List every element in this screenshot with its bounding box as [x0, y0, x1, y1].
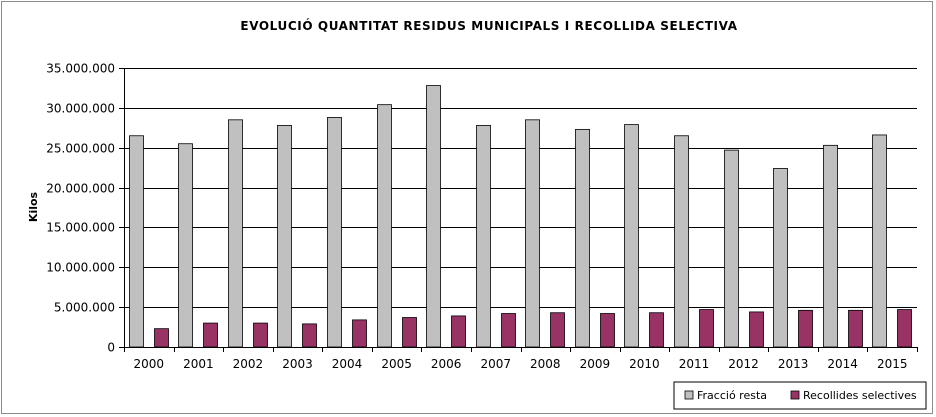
bar-fraccio-resta-2008: [525, 119, 540, 348]
y-tick-label: 0: [107, 341, 115, 355]
bar-fraccio-resta-2002: [228, 119, 243, 348]
x-tick-label: 2002: [233, 357, 264, 371]
y-tick-labels: 0 5.000.000 10.000.000 15.000.000 20.000.000…: [46, 62, 115, 355]
axes: [119, 68, 918, 352]
legend-label-fraccio-resta: Fracció resta: [697, 389, 767, 402]
bar-fraccio-resta-2011: [674, 135, 689, 348]
x-tick-label: 2007: [480, 357, 511, 371]
bar-fraccio-resta-2004: [327, 117, 342, 348]
bar-recollides-selectives-2013: [798, 309, 813, 348]
bar-recollides-selectives-2014: [848, 309, 863, 348]
y-tick-label: 15.000.000: [46, 221, 115, 235]
gridlines: [124, 68, 917, 347]
bar-recollides-selectives-2003: [302, 323, 317, 348]
bar-fraccio-resta-2014: [823, 144, 838, 348]
bar-recollides-selectives-2011: [699, 309, 714, 348]
bars: [129, 85, 912, 348]
legend: Fracció resta Recollides selectives: [673, 381, 927, 410]
x-tick-label: 2010: [629, 357, 660, 371]
x-tick-label: 2013: [778, 357, 809, 371]
plot-area: [124, 68, 917, 347]
bar-fraccio-resta-2005: [377, 104, 392, 348]
y-tick-label: 30.000.000: [46, 102, 115, 116]
bar-fraccio-resta-2013: [773, 168, 788, 348]
bar-recollides-selectives-2012: [749, 311, 764, 348]
x-tick-label: 2005: [381, 357, 412, 371]
x-tick-label: 2009: [580, 357, 611, 371]
x-tick-label: 2004: [332, 357, 363, 371]
bar-recollides-selectives-2006: [451, 315, 466, 348]
legend-box: [673, 381, 927, 410]
bar-recollides-selectives-2004: [352, 319, 367, 348]
y-axis-label: Kilos: [27, 191, 40, 222]
bar-fraccio-resta-2006: [426, 85, 441, 348]
legend-label-recollides-selectives: Recollides selectives: [803, 389, 917, 402]
bar-recollides-selectives-2009: [600, 313, 615, 348]
bar-fraccio-resta-2007: [476, 124, 491, 348]
bar-recollides-selectives-2000: [154, 328, 169, 348]
bar-fraccio-resta-2010: [624, 124, 639, 348]
x-tick-label: 2012: [728, 357, 759, 371]
bar-fraccio-resta-2015: [872, 134, 887, 348]
bar-fraccio-resta-2003: [277, 124, 292, 348]
bar-recollides-selectives-2001: [203, 322, 218, 348]
y-tick-label: 35.000.000: [46, 62, 115, 76]
x-tick-labels: 2000 2001 2002 2003 2004 2005 2006 2007 2008 2009…: [134, 357, 908, 371]
bar-recollides-selectives-2005: [402, 317, 417, 348]
y-tick-label: 5.000.000: [54, 301, 115, 315]
x-tick-label: 2008: [530, 357, 561, 371]
bar-recollides-selectives-2015: [897, 309, 912, 348]
bar-fraccio-resta-2012: [724, 149, 739, 348]
legend-swatch-fraccio-resta: [684, 390, 694, 400]
x-tick-label: 2003: [282, 357, 313, 371]
x-tick-label: 2011: [679, 357, 710, 371]
y-tick-label: 25.000.000: [46, 142, 115, 156]
x-tick-label: 2000: [134, 357, 165, 371]
bar-fraccio-resta-2000: [129, 135, 144, 348]
bar-recollides-selectives-2010: [649, 312, 664, 348]
x-tick-label: 2014: [827, 357, 858, 371]
bar-fraccio-resta-2001: [178, 143, 193, 348]
x-tick-label: 2006: [431, 357, 462, 371]
bar-fraccio-resta-2009: [575, 128, 590, 348]
legend-swatch-recollides-selectives: [790, 390, 800, 400]
y-tick-label: 20.000.000: [46, 182, 115, 196]
y-tick-label: 10.000.000: [46, 261, 115, 275]
x-tick-label: 2015: [877, 357, 908, 371]
bar-recollides-selectives-2008: [550, 312, 565, 348]
x-tick-label: 2001: [183, 357, 214, 371]
bar-recollides-selectives-2002: [253, 322, 268, 348]
chart-title: EVOLUCIÓ QUANTITAT RESIDUS MUNICIPALS I …: [240, 18, 737, 33]
bar-recollides-selectives-2007: [501, 313, 516, 348]
